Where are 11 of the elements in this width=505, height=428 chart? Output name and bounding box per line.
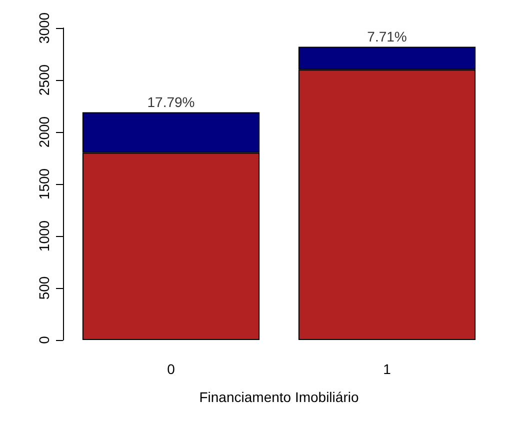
y-tick-label: 2000 (36, 116, 52, 148)
y-tick-label: 1000 (36, 220, 52, 252)
y-tick-label: 500 (36, 276, 52, 300)
annotation: 7.71% (367, 28, 407, 45)
y-tick-label: 3000 (36, 12, 52, 44)
x-tick-label: 1 (383, 361, 392, 377)
annotation: 17.79% (147, 94, 195, 110)
y-tick-label: 0 (36, 336, 52, 344)
y-tick-label: 2500 (36, 64, 52, 96)
y-tick-label: 1500 (36, 168, 52, 200)
x-axis-title: Financiamento Imobiliário (199, 389, 359, 405)
